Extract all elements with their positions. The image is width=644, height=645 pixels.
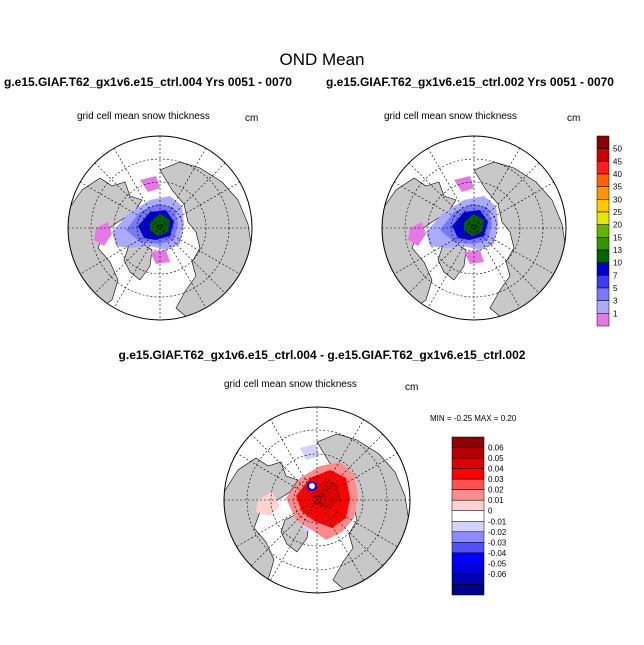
landmass-eurasia bbox=[473, 161, 566, 320]
colorbar-swatch bbox=[596, 211, 610, 225]
colorbar-tick-label: 35 bbox=[613, 183, 622, 192]
unit-label-diff: cm bbox=[405, 382, 419, 393]
colorbar-tick-label: -0.06 bbox=[488, 570, 507, 579]
colorbar-swatch bbox=[596, 262, 610, 276]
difference-title: g.e15.GIAF.T62_gx1v6.e15_ctrl.004 - g.e1… bbox=[118, 348, 526, 362]
colorbar-swatch bbox=[451, 552, 485, 564]
snow-pink bbox=[408, 222, 426, 246]
snow-pink-2 bbox=[454, 176, 474, 192]
colorbar-tick-label: 15 bbox=[613, 233, 622, 242]
colorbar-tick-label: -0.01 bbox=[488, 517, 507, 526]
diff-blue-light bbox=[300, 444, 320, 460]
min-max-label: MIN = -0.25 MAX = 0.20 bbox=[430, 414, 517, 423]
graticule-difference bbox=[224, 407, 410, 593]
colorbar-tick-label: 7 bbox=[613, 271, 618, 280]
colorbar-tick-label: 10 bbox=[613, 259, 622, 268]
colorbar-tick-label: 0.04 bbox=[488, 465, 504, 474]
colorbar-swatch bbox=[451, 584, 485, 596]
colorbar-tick-label: 30 bbox=[613, 195, 622, 204]
colorbar-tick-label: 1 bbox=[613, 309, 618, 318]
colorbar-swatch bbox=[451, 478, 485, 490]
colorbar-tick-label: 40 bbox=[613, 170, 622, 179]
variable-label-left: grid cell mean snow thickness bbox=[77, 111, 210, 122]
colorbar-swatch bbox=[596, 199, 610, 213]
unit-label-right: cm bbox=[567, 113, 581, 124]
colorbar-swatch bbox=[451, 468, 485, 480]
colorbar-tick-label: 25 bbox=[613, 208, 622, 217]
plot-title: OND Mean bbox=[279, 50, 365, 69]
colorbar-swatch bbox=[596, 173, 610, 187]
colorbar-difference: 0.060.05 0.040.03 0.020.01 0-0.01 -0.02-0.03… bbox=[451, 436, 507, 596]
colorbar-swatch bbox=[596, 135, 610, 149]
colorbar-swatch bbox=[451, 436, 485, 448]
diff-blue-spot bbox=[307, 481, 317, 491]
unit-label-left: cm bbox=[245, 113, 259, 124]
colorbar-swatch bbox=[451, 499, 485, 511]
colorbar-tick-label: -0.05 bbox=[488, 559, 507, 568]
variable-label-right: grid cell mean snow thickness bbox=[384, 111, 517, 122]
variable-label-diff: grid cell mean snow thickness bbox=[224, 379, 357, 390]
snow-pink-2 bbox=[140, 176, 160, 192]
colorbar-swatch bbox=[451, 510, 485, 522]
colorbar-swatch bbox=[596, 300, 610, 314]
colorbar-tick-label: 3 bbox=[613, 297, 618, 306]
colorbar-tick-label: -0.03 bbox=[488, 538, 507, 547]
colorbar-tick-label: -0.04 bbox=[488, 549, 507, 558]
map-border-left bbox=[67, 135, 253, 321]
colorbar-top: 50 45 40 35 30 25 20 15 13 10 7 5 3 1 bbox=[596, 135, 622, 327]
colorbar-swatch bbox=[596, 275, 610, 289]
colorbar-swatch bbox=[451, 573, 485, 585]
diff-red-dark bbox=[312, 480, 340, 510]
map-border-right bbox=[381, 135, 567, 321]
case-label-left: g.e15.GIAF.T62_gx1v6.e15_ctrl.004 Yrs 00… bbox=[4, 75, 292, 89]
colorbar-swatch bbox=[596, 237, 610, 251]
diff-pink-light bbox=[256, 492, 280, 516]
colorbar-swatch bbox=[451, 447, 485, 459]
colorbar-tick-label: 0.05 bbox=[488, 454, 504, 463]
colorbar-swatch bbox=[451, 542, 485, 554]
colorbar-swatch bbox=[451, 489, 485, 501]
colorbar-tick-label: -0.02 bbox=[488, 528, 507, 537]
map-border-difference bbox=[223, 406, 411, 594]
colorbar-swatch bbox=[451, 521, 485, 533]
graticule-left bbox=[68, 136, 252, 320]
colorbar-swatch bbox=[596, 313, 610, 327]
colorbar-tick-label: 0.02 bbox=[488, 486, 504, 495]
colorbar-swatch bbox=[596, 186, 610, 200]
colorbar-swatch bbox=[451, 563, 485, 575]
colorbar-swatch bbox=[596, 224, 610, 238]
colorbar-swatch bbox=[596, 148, 610, 162]
colorbar-swatch bbox=[451, 457, 485, 469]
colorbar-swatch bbox=[596, 249, 610, 263]
colorbar-tick-label: 13 bbox=[613, 246, 622, 255]
colorbar-tick-label: 50 bbox=[613, 145, 622, 154]
colorbar-tick-label: 0.01 bbox=[488, 496, 504, 505]
colorbar-tick-label: 20 bbox=[613, 221, 622, 230]
case-label-right: g.e15.GIAF.T62_gx1v6.e15_ctrl.002 Yrs 00… bbox=[326, 75, 614, 89]
colorbar-swatch bbox=[596, 161, 610, 175]
colorbar-tick-label: 5 bbox=[613, 284, 618, 293]
colorbar-swatch bbox=[451, 531, 485, 543]
landmass-eurasia bbox=[159, 161, 252, 320]
colorbar-tick-label: 45 bbox=[613, 157, 622, 166]
colorbar-tick-label: 0 bbox=[488, 507, 493, 516]
colorbar-tick-label: 0.03 bbox=[488, 475, 504, 484]
snow-pink bbox=[94, 222, 112, 246]
colorbar-swatch bbox=[596, 287, 610, 301]
graticule-right bbox=[382, 136, 566, 320]
colorbar-tick-label: 0.06 bbox=[488, 444, 504, 453]
